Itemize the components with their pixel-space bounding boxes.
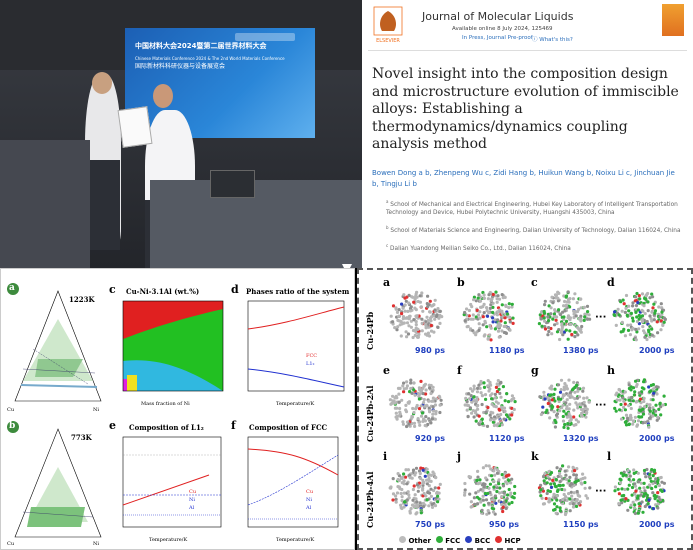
time-label-l: 2000 ps — [639, 520, 675, 529]
affiliation-a: a School of Mechanical and Electrical En… — [386, 199, 678, 216]
snapshot-l — [613, 467, 666, 516]
panel-e-label: e — [109, 419, 116, 432]
banner-cn2: 国际新材料科研仪器与设备展览会 — [135, 63, 226, 70]
row-label-2: Cu-24Pb-2Al — [365, 385, 375, 442]
affiliation-c: c Dalian Yuandong Meilian Seiko Co., Ltd… — [386, 243, 571, 252]
panel-a-temp: 1223K — [69, 295, 95, 304]
panel-e-title: Composition of L1₂ — [129, 423, 204, 432]
banner-cn: 中国材料大会2024暨第二届世界材料大会 — [135, 42, 267, 50]
snapshot-h — [613, 378, 667, 429]
author-list[interactable]: Bowen Dong a b, Zhenpeng Wu c, Zidi Hang… — [372, 169, 675, 188]
panel-label-g: g — [531, 364, 539, 377]
whats-this-link[interactable]: ⓘ What's this? — [532, 37, 573, 43]
snapshot-f — [463, 379, 517, 428]
panel-label-b: b — [457, 276, 465, 289]
affiliation-b: b School of Materials Science and Engine… — [386, 225, 681, 234]
panel-b-label: b — [9, 421, 16, 431]
panel-label-j: j — [457, 450, 461, 463]
phase-legend: Other FCC BCC HCP — [399, 536, 521, 545]
panel-c-title: Cu-Ni-3.1Al (wt.%) — [126, 287, 200, 296]
panel-label-a: a — [383, 276, 391, 289]
time-label-k: 1150 ps — [563, 520, 599, 529]
md-simulation-figure: Cu-24Pb Cu-24Pb-2Al Cu-24Pb-4Al Other FC… — [357, 268, 693, 550]
panel-d-label: d — [231, 283, 239, 296]
panel-a-label: a — [9, 283, 15, 293]
svg-text:Ni: Ni — [189, 497, 195, 503]
conference-photo: 中国材料大会2024暨第二届世界材料大会 Chinese Materials C… — [0, 0, 362, 268]
available-online: Available online 8 July 2024, 125469 — [452, 26, 553, 32]
time-label-b: 1180 ps — [489, 346, 525, 355]
svg-text:L1₂: L1₂ — [306, 361, 315, 367]
snapshot-e — [388, 378, 443, 429]
snapshot-c — [537, 290, 592, 342]
time-label-d: 2000 ps — [639, 346, 675, 355]
laptop — [210, 170, 255, 198]
panel-d-title: Phases ratio of the system — [246, 287, 350, 296]
phase-diagram-figure: a 1223K Cu Ni b 773K Cu Ni c Cu-Ni-3.1Al… — [0, 268, 355, 550]
row-label-1: Cu-24Pb — [365, 311, 375, 350]
journal-name[interactable]: Journal of Molecular Liquids — [422, 10, 574, 23]
svg-text:Ni: Ni — [306, 497, 312, 503]
time-label-i: 750 ps — [415, 520, 445, 529]
ellipsis-icon: ··· — [595, 312, 607, 323]
time-label-g: 1320 ps — [563, 434, 599, 443]
panel-c-xlabel: Mass fraction of Ni — [141, 401, 190, 407]
ternary-plot-b — [14, 428, 102, 538]
time-label-a: 980 ps — [415, 346, 445, 355]
snapshot-b — [462, 290, 515, 342]
panel-f-xlabel: Temperature/K — [276, 537, 315, 543]
banner-en: Chinese Materials Conference 2024 & The … — [135, 56, 285, 61]
svg-text:Cu: Cu — [189, 489, 197, 495]
elsevier-logo-icon: ELSEVIER — [373, 6, 403, 44]
panel-label-h: h — [607, 364, 615, 377]
phase-map-c — [122, 300, 224, 392]
conference-table — [150, 180, 362, 268]
paper-header: ELSEVIER Journal of Molecular Liquids Av… — [362, 0, 693, 268]
time-label-f: 1120 ps — [489, 434, 525, 443]
time-label-j: 950 ps — [489, 520, 519, 529]
panel-label-l: l — [607, 450, 612, 463]
panel-b-temp: 773K — [71, 433, 92, 442]
svg-text:Cu: Cu — [306, 489, 314, 495]
status-link[interactable]: In Press, Journal Pre-proof — [462, 35, 533, 41]
snapshot-j — [463, 464, 517, 516]
panel-label-c: c — [531, 276, 538, 289]
panel-label-e: e — [383, 364, 390, 377]
snapshot-d — [612, 291, 667, 342]
snapshot-g — [538, 378, 591, 430]
ternary-plot-a — [14, 290, 102, 402]
chart-e: Cu Ni Al — [122, 436, 222, 528]
ellipsis-icon: ··· — [595, 400, 607, 411]
panel-label-k: k — [531, 450, 539, 463]
journal-cover — [662, 4, 684, 36]
snapshot-a — [389, 290, 444, 340]
svg-text:Al: Al — [188, 505, 195, 511]
time-label-h: 2000 ps — [639, 434, 675, 443]
ellipsis-icon: ··· — [595, 486, 607, 497]
panel-label-i: i — [383, 450, 388, 463]
chart-d: FCC L1₂ — [247, 300, 345, 392]
panel-label-d: d — [607, 276, 615, 289]
snapshot-k — [537, 464, 592, 517]
panel-d-xlabel: Temperature/K — [276, 401, 315, 407]
row-label-3: Cu-24Pb-4Al — [365, 471, 375, 528]
chart-f: Cu Ni Al — [247, 436, 339, 528]
panel-label-f: f — [457, 364, 462, 377]
certificate — [117, 106, 153, 148]
svg-text:Al: Al — [305, 505, 312, 511]
panel-c-label: c — [109, 283, 116, 296]
snapshot-i — [388, 466, 442, 516]
panel-e-xlabel: Temperature/K — [149, 537, 188, 543]
panel-f-title: Composition of FCC — [249, 423, 328, 432]
svg-text:ELSEVIER: ELSEVIER — [376, 38, 400, 44]
panel-f-label: f — [231, 419, 236, 432]
svg-text:FCC: FCC — [306, 353, 317, 359]
time-label-c: 1380 ps — [563, 346, 599, 355]
time-label-e: 920 ps — [415, 434, 445, 443]
paper-title: Novel insight into the composition desig… — [372, 66, 679, 152]
